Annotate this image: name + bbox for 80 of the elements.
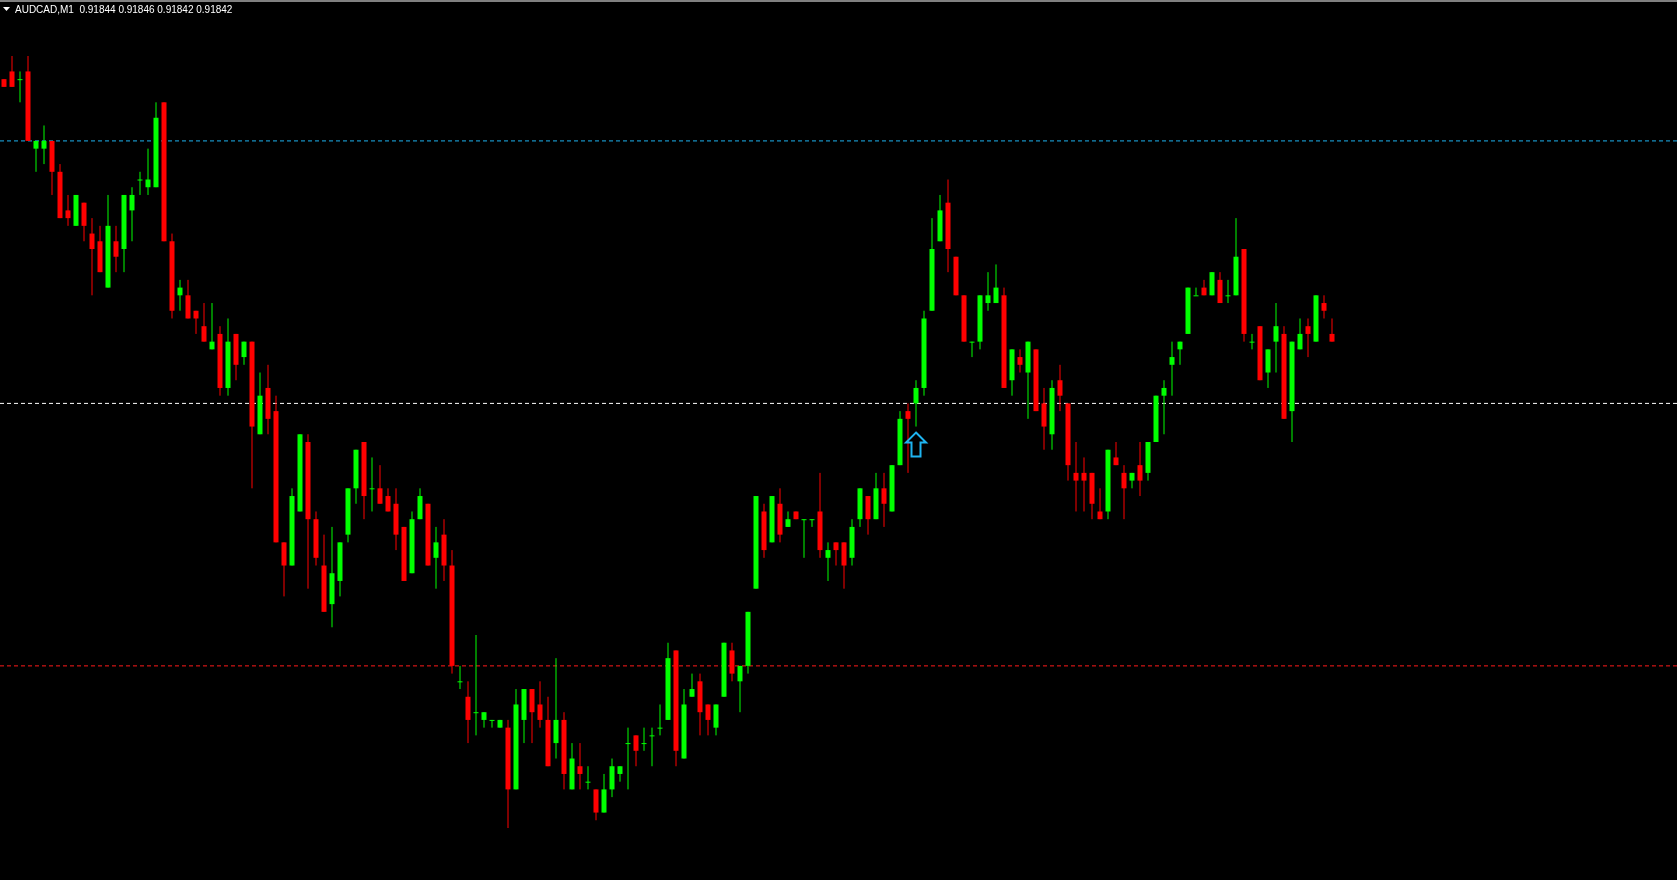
candlestick	[729, 642, 735, 682]
candlestick	[529, 688, 535, 744]
candlestick	[41, 124, 47, 165]
candlestick	[1297, 317, 1303, 350]
candlestick	[129, 186, 135, 242]
candlestick	[1041, 387, 1047, 451]
candlestick	[65, 194, 71, 227]
candlestick	[17, 70, 23, 103]
candlestick	[201, 302, 207, 343]
candlestick	[457, 665, 463, 690]
candlestick	[185, 279, 191, 319]
candlestick	[657, 703, 663, 736]
candlestick	[33, 140, 39, 173]
candlestick	[1017, 348, 1023, 374]
candlestick	[1161, 379, 1167, 435]
candlestick	[1169, 341, 1175, 397]
candlestick	[1329, 317, 1335, 343]
candlestick	[1273, 302, 1279, 374]
candlestick	[609, 758, 615, 798]
candlestick	[1193, 287, 1199, 297]
candlestick	[481, 711, 487, 729]
candlestick	[993, 263, 999, 304]
candlestick	[377, 464, 383, 505]
candlestick	[809, 518, 815, 528]
candlestick	[1305, 317, 1311, 358]
candlestick	[785, 510, 791, 528]
candlestick	[537, 680, 543, 729]
candlestick	[369, 456, 375, 512]
candlestick	[9, 55, 15, 88]
candlestick	[737, 665, 743, 713]
candlestick	[177, 279, 183, 312]
candlestick	[617, 765, 623, 783]
candlestick	[433, 526, 439, 590]
candlestick	[969, 341, 975, 358]
candlestick	[625, 727, 631, 790]
candlestick	[705, 703, 711, 736]
candlestick	[577, 742, 583, 790]
candlestick	[1081, 456, 1087, 512]
candlestick	[145, 148, 151, 196]
candlestick	[865, 495, 871, 536]
candlestick	[1321, 294, 1327, 319]
candlestick	[1121, 464, 1127, 520]
candlestick	[985, 271, 991, 312]
candlestick	[601, 773, 607, 814]
candlestick	[553, 657, 559, 760]
candlestick	[833, 541, 839, 567]
candlestick	[633, 734, 639, 767]
candlestick	[489, 719, 495, 729]
candlestick	[465, 680, 471, 744]
candlestick	[585, 765, 591, 790]
candlestick	[1225, 279, 1231, 304]
candlestick	[1217, 271, 1223, 304]
candlestick	[417, 487, 423, 520]
candlestick	[89, 217, 95, 296]
candlestick	[209, 302, 215, 350]
candlestick	[1097, 487, 1103, 520]
candlestick	[81, 202, 87, 242]
candlestick	[825, 541, 831, 582]
candlestick	[1265, 348, 1271, 389]
candlestick	[1129, 472, 1135, 489]
candlestick	[689, 673, 695, 698]
candlestick	[473, 634, 479, 736]
candlestick	[649, 727, 655, 767]
candlestick	[641, 727, 647, 752]
candlestick	[113, 225, 119, 273]
candlestick	[281, 541, 287, 597]
candlestick	[593, 788, 599, 821]
candlestick	[137, 171, 143, 196]
candlestick	[841, 541, 847, 590]
candlestick	[905, 402, 911, 474]
candlestick	[881, 472, 887, 528]
candlestick	[1137, 441, 1143, 497]
candlestick	[1073, 441, 1079, 512]
candlestick	[1057, 364, 1063, 412]
candlestick	[913, 379, 919, 428]
candlestick	[713, 703, 719, 736]
chart-title: AUDCAD,M1 0.91844 0.91846 0.91842 0.91842	[15, 4, 233, 15]
candlestick	[1201, 279, 1207, 296]
candlestick	[801, 518, 807, 559]
candlestick	[1249, 333, 1255, 350]
